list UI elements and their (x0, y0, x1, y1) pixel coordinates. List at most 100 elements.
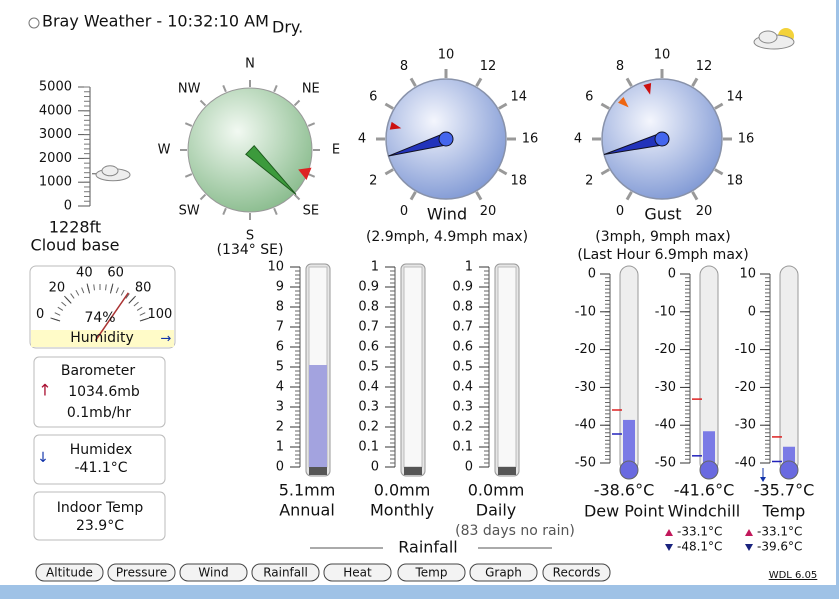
tick-label: 0.4 (452, 380, 473, 395)
humidity-value: 74% (84, 310, 115, 326)
tick-label: 0 (36, 307, 44, 322)
rain-note: (83 days no rain) (455, 523, 575, 539)
tick-label: 12 (480, 59, 497, 74)
tick-label: 7 (276, 320, 284, 335)
tick-label: 0.4 (358, 380, 379, 395)
temp-level (623, 419, 635, 470)
gust-last-hour: (Last Hour 6.9mph max) (577, 247, 748, 263)
compass-tick (273, 207, 278, 216)
minor-tick (133, 301, 139, 307)
tube (779, 265, 799, 473)
nav-button-label[interactable]: Records (553, 566, 601, 580)
nav-button[interactable] (397, 563, 466, 582)
tick-label: 2 (369, 174, 377, 189)
low-icon (745, 544, 753, 551)
rain-value: 5.1mm (279, 481, 336, 500)
tick-label: 10 (654, 48, 671, 63)
compass-tick (293, 99, 301, 107)
tick-label: 1 (371, 260, 379, 275)
tick-label: 16 (522, 132, 539, 147)
nav-button-label[interactable]: Graph (485, 566, 522, 580)
temp-value: -35.7°C (754, 481, 815, 500)
direction-needle (245, 144, 297, 195)
barometer-box (33, 356, 166, 428)
tick-label: 0.2 (452, 420, 473, 435)
tick-label: 0 (616, 204, 624, 219)
high-text: -33.1°C (757, 525, 802, 539)
tick-label: -30 (735, 418, 756, 433)
compass-point: SE (303, 203, 319, 218)
tick-label: 20 (49, 281, 66, 296)
tick-label: 0.9 (358, 280, 379, 295)
nav-button[interactable] (107, 563, 176, 582)
tick-mark (600, 168, 610, 176)
compass-tick (199, 193, 207, 201)
tick-label: 2 (585, 174, 593, 189)
tick-mark (600, 102, 610, 110)
compass-tick (222, 84, 227, 93)
direction-marker (298, 167, 312, 181)
gust-reading: (3mph, 9mph max) (595, 229, 730, 245)
nav-button-label[interactable]: Heat (343, 566, 372, 580)
tick-mark (498, 168, 508, 176)
low-icon (665, 544, 673, 551)
tick-mark (691, 191, 699, 201)
tick-mark (109, 283, 114, 294)
minor-tick (70, 293, 75, 299)
rain-value: 0.0mm (468, 481, 525, 500)
indoor-box (33, 491, 166, 541)
temp-label: Dew Point (584, 502, 664, 521)
nav-button[interactable] (542, 563, 611, 582)
tick-label: 10 (739, 267, 756, 282)
humidity-box (29, 265, 176, 349)
humidex-value: -41.1°C (75, 460, 128, 476)
temp-value: -41.6°C (674, 481, 735, 500)
tube-base (498, 467, 516, 475)
nav-button[interactable] (469, 563, 538, 582)
tick-label: -10 (655, 304, 676, 319)
minor-tick (136, 306, 143, 311)
tick-mark (128, 295, 136, 304)
tick-mark (384, 168, 394, 176)
rain-level (309, 365, 327, 467)
barometer-label: Barometer (61, 363, 136, 379)
max-marker (618, 96, 629, 108)
tick-label: -50 (575, 456, 596, 471)
nav-button[interactable] (179, 563, 248, 582)
tick-label: 8 (400, 59, 408, 74)
nav-button[interactable] (35, 563, 104, 582)
nav-button-label[interactable]: Rainfall (263, 566, 308, 580)
high-text: -33.1°C (677, 525, 722, 539)
tick-label: -40 (575, 418, 596, 433)
low-text: -48.1°C (677, 540, 722, 554)
high-icon (665, 529, 673, 536)
nav-button-label[interactable]: Wind (198, 566, 228, 580)
tick-label: 4000 (39, 103, 72, 118)
compass-tick (293, 193, 301, 201)
tick-mark (714, 102, 724, 110)
tick-label: 3000 (39, 127, 72, 142)
humidity-trend: → (161, 332, 172, 347)
tick-label: -40 (655, 418, 676, 433)
humidity-needle (94, 292, 129, 342)
tick-mark (714, 168, 724, 176)
rain-label: Annual (279, 501, 335, 520)
nav-button-label[interactable]: Pressure (116, 566, 167, 580)
tick-label: 0 (371, 460, 379, 475)
nav-button[interactable] (251, 563, 320, 582)
tick-label: -30 (655, 380, 676, 395)
tube-base (309, 467, 327, 475)
tick-mark (139, 317, 150, 322)
tick-label: 0.3 (452, 400, 473, 415)
nav-button-label[interactable]: Temp (415, 566, 448, 580)
tick-label: 0 (64, 199, 72, 214)
humidity-label: Humidity (70, 330, 133, 346)
tube-base (404, 467, 422, 475)
weather-icon (753, 28, 795, 50)
tick-mark (64, 295, 72, 304)
nav-button[interactable] (323, 563, 392, 582)
tick-label: 12 (696, 59, 713, 74)
nav-button-label[interactable]: Altitude (46, 566, 93, 580)
tick-label: 1 (276, 440, 284, 455)
